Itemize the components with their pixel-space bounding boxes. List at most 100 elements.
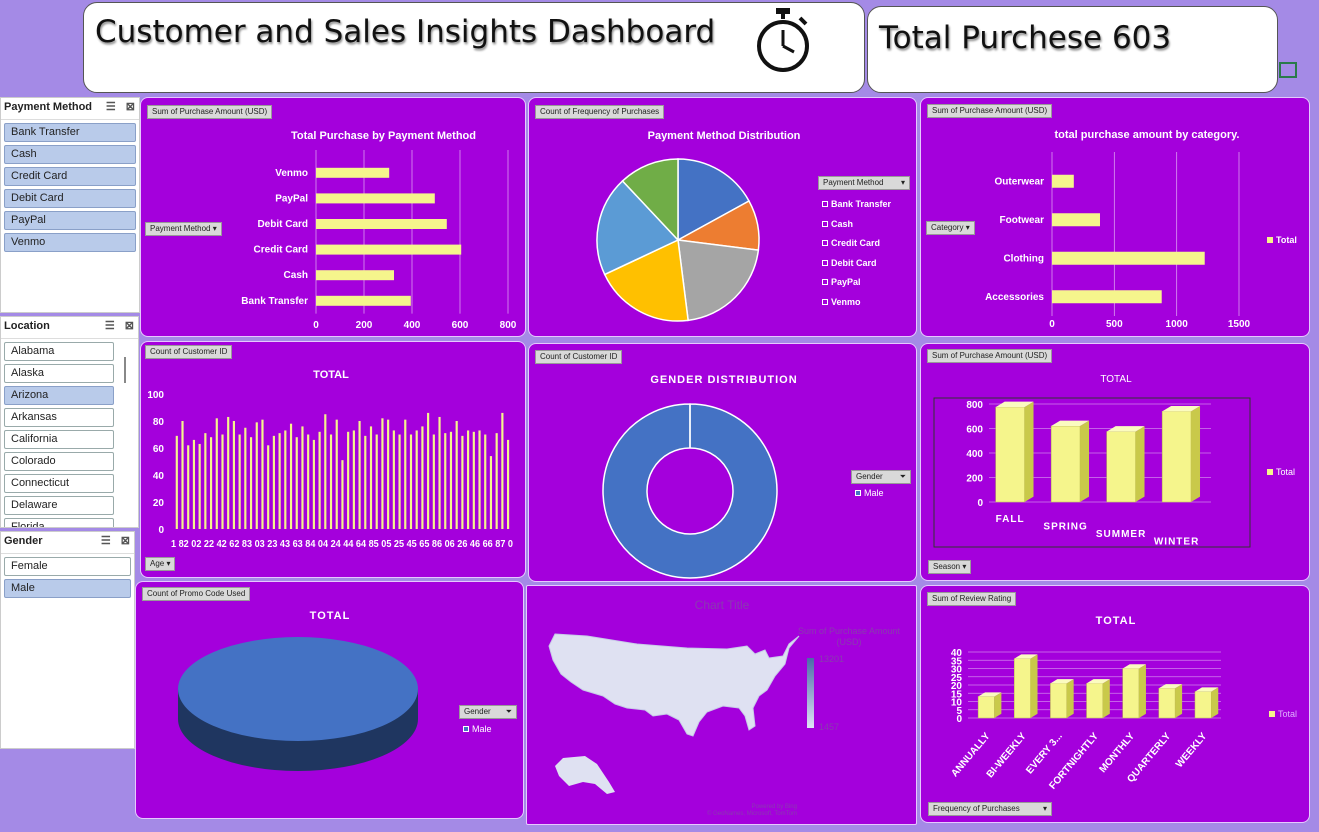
axis-button-label: Category bbox=[931, 223, 964, 232]
clear-filter-icon[interactable]: ⊠ bbox=[124, 320, 134, 332]
chart-legend: Total bbox=[1267, 467, 1295, 477]
slicer-item-venmo[interactable]: Venmo bbox=[4, 233, 136, 252]
bar bbox=[1106, 431, 1136, 503]
bar bbox=[444, 433, 447, 529]
legend-item: PayPal bbox=[822, 273, 891, 293]
value-field-button[interactable]: Sum of Purchase Amount (USD) bbox=[147, 105, 273, 119]
bar bbox=[381, 418, 384, 529]
value-field-button[interactable]: Count of Frequency of Purchases bbox=[535, 105, 665, 119]
legend-swatch bbox=[463, 726, 469, 732]
payment-method-slicer: Payment Method ☰ ⊠ Bank Transfer Cash Cre… bbox=[0, 97, 140, 313]
slicer-item-debit-card[interactable]: Debit Card bbox=[4, 189, 136, 208]
bar-top bbox=[1194, 687, 1219, 692]
clear-filter-icon[interactable]: ⊠ bbox=[120, 535, 130, 547]
bar-side bbox=[1080, 420, 1090, 502]
bar-side bbox=[1024, 401, 1034, 502]
multi-select-icon[interactable]: ☰ bbox=[105, 101, 116, 113]
legend-swatch bbox=[822, 279, 828, 285]
bar bbox=[1086, 683, 1104, 719]
y-tick-label: 80 bbox=[153, 417, 165, 428]
x-tick-label: 1500 bbox=[1228, 319, 1251, 330]
slicer-item-colorado[interactable]: Colorado bbox=[4, 452, 114, 471]
legend-field-button[interactable]: Gender ⏷ bbox=[851, 470, 911, 484]
value-field-button[interactable]: Count of Customer ID bbox=[535, 350, 623, 364]
slicer-item-cash[interactable]: Cash bbox=[4, 145, 136, 164]
y-tick-label: 0 bbox=[158, 525, 164, 536]
y-tick-label: 5 bbox=[956, 706, 962, 717]
bar bbox=[244, 427, 247, 529]
scrollbar[interactable] bbox=[124, 357, 126, 383]
slicer-item-delaware[interactable]: Delaware bbox=[4, 496, 114, 515]
bar bbox=[324, 414, 327, 529]
bar bbox=[215, 418, 218, 529]
slicer-item-bank-transfer[interactable]: Bank Transfer bbox=[4, 123, 136, 142]
axis-field-button[interactable]: Payment Method ▾ bbox=[145, 222, 222, 236]
slicer-item-arizona[interactable]: Arizona bbox=[4, 386, 114, 405]
stopwatch-icon bbox=[757, 8, 809, 72]
category-label: Footwear bbox=[1000, 215, 1045, 226]
bar-top bbox=[1086, 679, 1110, 684]
slicer-item-alabama[interactable]: Alabama bbox=[4, 342, 114, 361]
bar bbox=[461, 435, 464, 529]
location-slicer: Location ☰ ⊠ Alabama Alaska Arizona Arkan… bbox=[0, 316, 139, 528]
resize-handle[interactable] bbox=[1279, 62, 1297, 78]
gender-donut-chart bbox=[602, 403, 778, 579]
legend-item: Cash bbox=[822, 215, 891, 235]
x-tick-labels: 1 82 02 22 42 62 83 03 23 43 63 84 04 24… bbox=[171, 539, 513, 550]
axis-field-button[interactable]: Age ▾ bbox=[145, 557, 176, 571]
bar bbox=[455, 421, 458, 529]
bar-side bbox=[994, 692, 1002, 718]
age-bar-chart: 0 20 40 60 80 100 1 82 02 22 42 62 83 03 23 43… bbox=[147, 390, 513, 550]
y-tick-label: 10 bbox=[951, 698, 963, 709]
bar bbox=[501, 412, 504, 529]
chart-title: TOTAL bbox=[313, 369, 349, 381]
axis-field-button[interactable]: Season ▾ bbox=[928, 560, 972, 574]
bar bbox=[421, 426, 424, 529]
value-field-button[interactable]: Sum of Purchase Amount (USD) bbox=[927, 104, 1053, 118]
slicer-item-female[interactable]: Female bbox=[4, 557, 131, 576]
plot-frame bbox=[933, 397, 1251, 548]
slicer-item-california[interactable]: California bbox=[4, 430, 114, 449]
legend-field-button[interactable]: Gender ⏷ bbox=[459, 705, 517, 719]
value-field-button[interactable]: Sum of Purchase Amount (USD) bbox=[927, 349, 1053, 363]
x-tick-label: 0 bbox=[313, 320, 319, 331]
slicer-item-connecticut[interactable]: Connecticut bbox=[4, 474, 114, 493]
pie-slice bbox=[677, 158, 750, 242]
value-field-button[interactable]: Sum of Review Rating bbox=[927, 592, 1017, 606]
axis-field-button[interactable]: Frequency of Purchases ▾ bbox=[928, 802, 1052, 816]
value-field-button[interactable]: Count of Customer ID bbox=[145, 345, 233, 359]
legend-swatch bbox=[822, 201, 828, 207]
clear-filter-icon[interactable]: ⊠ bbox=[125, 101, 135, 113]
bar bbox=[358, 421, 361, 529]
slicer-item-arkansas[interactable]: Arkansas bbox=[4, 408, 114, 427]
payment-bar-chart: 0 200 400 600 800 Venmo PayPal Debit Card Credit… bbox=[241, 150, 517, 331]
multi-select-icon[interactable]: ☰ bbox=[100, 535, 111, 547]
slicer-item-male[interactable]: Male bbox=[4, 579, 131, 598]
dashboard-title: Customer and Sales Insights Dashboard bbox=[95, 14, 716, 50]
bar bbox=[495, 433, 498, 529]
payment-bar-panel: Sum of Purchase Amount (USD) Total Purch… bbox=[140, 97, 526, 337]
bar bbox=[347, 431, 350, 529]
y-tick-label: 100 bbox=[147, 390, 164, 401]
value-field-button[interactable]: Count of Promo Code Used bbox=[142, 587, 251, 601]
bar bbox=[267, 445, 270, 529]
multi-select-icon[interactable]: ☰ bbox=[104, 320, 115, 332]
slicer-item-credit-card[interactable]: Credit Card bbox=[4, 167, 136, 186]
legend-swatch bbox=[855, 490, 861, 496]
axis-field-button[interactable]: Category ▾ bbox=[926, 221, 975, 235]
bar bbox=[181, 421, 184, 529]
bar-top bbox=[978, 692, 1002, 697]
chart-title: total purchase amount by category. bbox=[1054, 129, 1240, 141]
y-tick-label: 20 bbox=[153, 498, 165, 509]
bar bbox=[398, 434, 401, 529]
chart-title: TOTAL bbox=[309, 610, 351, 622]
payment-pie-chart bbox=[596, 158, 760, 322]
bar bbox=[204, 433, 207, 529]
title-box bbox=[83, 2, 865, 93]
slicer-item-alaska[interactable]: Alaska bbox=[4, 364, 114, 383]
bar bbox=[335, 419, 338, 529]
slicer-item-paypal[interactable]: PayPal bbox=[4, 211, 136, 230]
legend-field-button[interactable]: Payment Method ▾ bbox=[818, 176, 910, 190]
slicer-item-florida[interactable]: Florida bbox=[4, 518, 114, 527]
donut-legend: Male bbox=[855, 488, 884, 498]
